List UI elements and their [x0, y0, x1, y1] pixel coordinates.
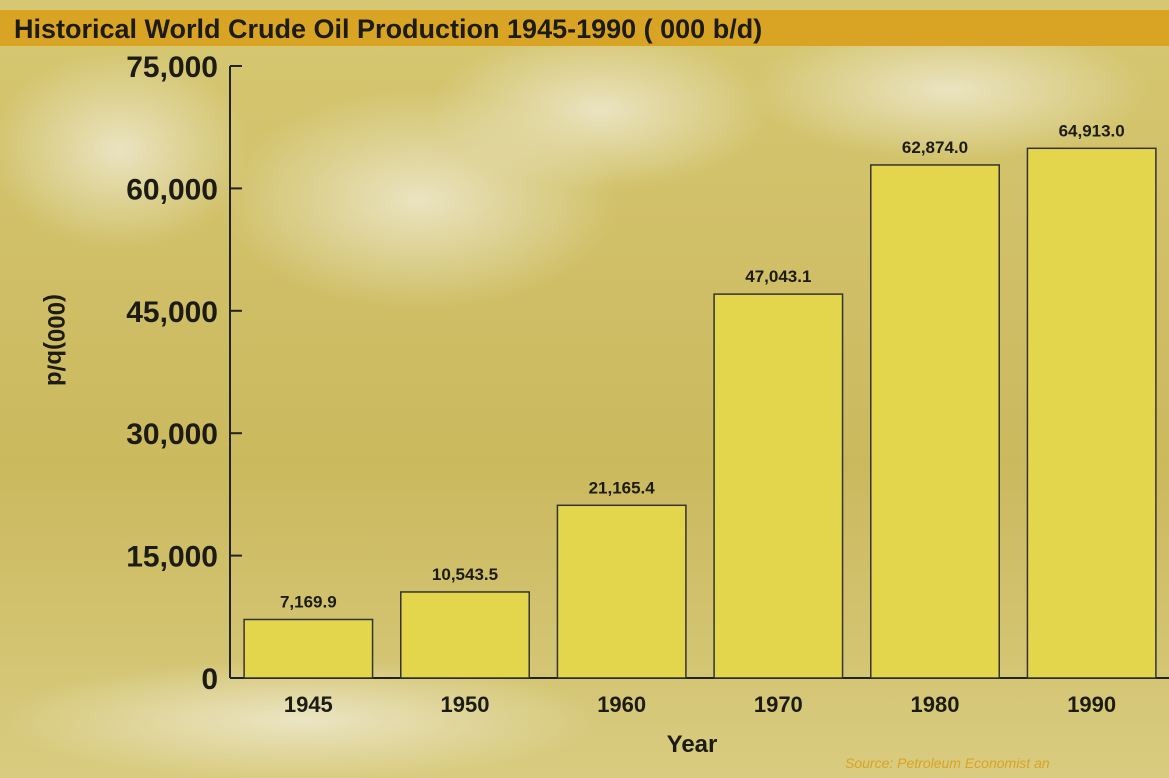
value-label: 64,913.0	[1059, 121, 1125, 140]
title-bar	[0, 10, 1169, 46]
x-tick-label: 1970	[754, 692, 803, 717]
bar	[243, 618, 374, 679]
value-label: 21,165.4	[589, 478, 656, 497]
y-axis-label: (000)b/d	[42, 294, 69, 386]
y-tick-label: 15,000	[126, 541, 218, 574]
bar	[713, 293, 844, 679]
bar	[870, 164, 1000, 679]
background-cloud	[430, 30, 770, 190]
y-tick-label: 45,000	[126, 296, 218, 329]
bar	[400, 591, 530, 679]
background-ground	[0, 660, 600, 778]
y-tick-label: 0	[201, 663, 218, 696]
x-tick-label: 1990	[1067, 692, 1116, 717]
y-tick-label: 75,000	[126, 51, 218, 84]
x-tick-label: 1960	[597, 692, 646, 717]
bar	[556, 504, 687, 679]
source-note: Source: Petroleum Economist an	[845, 755, 1050, 771]
value-label: 47,043.1	[745, 267, 811, 286]
x-axis-label: Year	[667, 731, 718, 758]
bar	[1026, 147, 1157, 679]
x-tick-label: 1945	[284, 692, 333, 717]
background-cloud	[750, 20, 1150, 160]
value-label: 7,169.9	[280, 592, 337, 611]
x-tick-label: 1980	[911, 692, 960, 717]
y-tick-label: 30,000	[126, 418, 218, 451]
value-label: 10,543.5	[432, 565, 498, 584]
chart-title: Historical World Crude Oil Production 19…	[14, 14, 762, 44]
value-label: 62,874.0	[902, 138, 968, 157]
y-tick-label: 60,000	[126, 173, 218, 206]
x-tick-label: 1950	[441, 692, 490, 717]
background-cloud	[0, 50, 250, 250]
